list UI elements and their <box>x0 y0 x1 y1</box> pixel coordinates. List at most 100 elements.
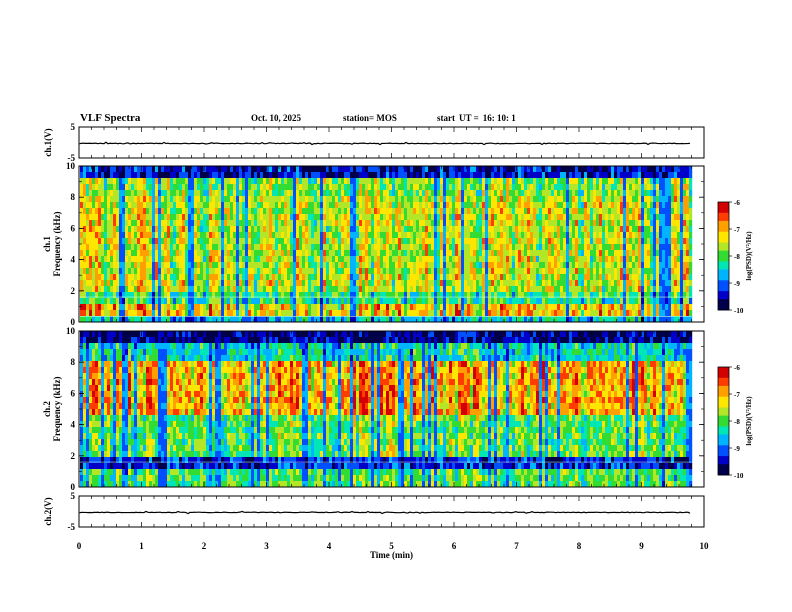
spectro-cell <box>530 226 534 233</box>
spectro-cell <box>452 304 456 311</box>
spectro-cell <box>464 196 468 203</box>
spectro-cell <box>584 310 588 317</box>
spectro-cell <box>311 268 315 275</box>
spectro-cell <box>491 202 495 209</box>
spectro-cell <box>203 208 207 215</box>
spectro-cell <box>113 208 117 215</box>
spectro-cell <box>440 232 444 239</box>
spectro-cell <box>449 178 453 185</box>
spectro-cell <box>530 298 534 305</box>
spectro-cell <box>497 190 501 197</box>
spectro-cell <box>626 286 630 293</box>
spectro-cell <box>110 172 114 179</box>
spectro-cell <box>548 208 552 215</box>
spectro-cell <box>203 178 207 185</box>
spectro-cell <box>80 280 84 287</box>
spectro-cell <box>413 298 417 305</box>
spectro-cell <box>548 256 552 263</box>
spectro-cell <box>449 166 453 173</box>
spectro-cell <box>455 268 459 275</box>
spectro-cell <box>497 178 501 185</box>
spectro-cell <box>197 250 201 257</box>
spectro-cell <box>341 172 345 179</box>
spectro-cell <box>158 226 162 233</box>
spectro-cell <box>167 208 171 215</box>
spectro-cell <box>275 280 279 287</box>
spectro-cell <box>224 286 228 293</box>
spectro-cell <box>338 226 342 233</box>
spectro-cell <box>356 238 360 245</box>
spectro-cell <box>617 220 621 227</box>
spectro-cell <box>503 208 507 215</box>
spectro-cell <box>371 304 375 311</box>
spectro-cell <box>461 220 465 227</box>
spectro-cell <box>470 244 474 251</box>
spectro-cell <box>497 256 501 263</box>
spectro-cell <box>473 178 477 185</box>
spectro-cell <box>644 256 648 263</box>
spectro-cell <box>194 214 198 221</box>
spectro-cell <box>248 256 252 263</box>
spectro-cell <box>431 178 435 185</box>
spectro-cell <box>419 166 423 173</box>
spectro-cell <box>587 208 591 215</box>
spectro-cell <box>80 238 84 245</box>
spectro-cell <box>245 286 249 293</box>
spectro-cell <box>386 226 390 233</box>
spectro-cell <box>221 232 225 239</box>
spectro-cell <box>107 178 111 185</box>
spectro-cell <box>251 274 255 281</box>
spectro-cell <box>641 256 645 263</box>
spectro-cell <box>584 190 588 197</box>
spectro-cell <box>275 220 279 227</box>
spectro-cell <box>323 310 327 317</box>
spectro-cell <box>587 256 591 263</box>
spectro-cell <box>149 310 153 317</box>
spectro-cell <box>80 298 84 305</box>
spectro-cell <box>404 238 408 245</box>
spectro-cell <box>182 298 186 305</box>
spectro-cell <box>530 256 534 263</box>
spectro-cell <box>416 184 420 191</box>
spectro-cell <box>347 238 351 245</box>
spectro-cell <box>533 280 537 287</box>
spectro-cell <box>407 316 411 323</box>
spectro-cell <box>266 196 270 203</box>
spectro-cell <box>206 310 210 317</box>
spectro-cell <box>242 268 246 275</box>
spectro-cell <box>158 280 162 287</box>
spectro-cell <box>188 262 192 269</box>
spectro-cell <box>404 268 408 275</box>
spectro-cell <box>320 190 324 197</box>
spectro-cell <box>515 298 519 305</box>
spectro-cell <box>137 262 141 269</box>
spectro-cell <box>155 202 159 209</box>
spectro-cell <box>593 232 597 239</box>
spectro-cell <box>638 304 642 311</box>
spectro-cell <box>347 268 351 275</box>
spectro-cell <box>263 268 267 275</box>
spectro-cell <box>539 250 543 257</box>
spectro-cell <box>416 238 420 245</box>
spectro-cell <box>152 208 156 215</box>
spectro-cell <box>113 262 117 269</box>
spectro-cell <box>530 202 534 209</box>
spectro-cell <box>614 262 618 269</box>
spectro-cell <box>107 256 111 263</box>
spectro-cell <box>338 262 342 269</box>
spectro-cell <box>236 256 240 263</box>
spectro-cell <box>383 190 387 197</box>
spectro-cell <box>644 274 648 281</box>
spectro-cell <box>527 202 531 209</box>
spectro-cell <box>542 178 546 185</box>
spectro-cell <box>173 280 177 287</box>
spectro-cell <box>503 304 507 311</box>
spectro-cell <box>464 310 468 317</box>
spectro-cell <box>479 286 483 293</box>
spectro-cell <box>221 184 225 191</box>
spectro-cell <box>629 226 633 233</box>
spectro-cell <box>650 256 654 263</box>
spectro-cell <box>515 214 519 221</box>
spectro-cell <box>287 244 291 251</box>
spectro-cell <box>278 286 282 293</box>
